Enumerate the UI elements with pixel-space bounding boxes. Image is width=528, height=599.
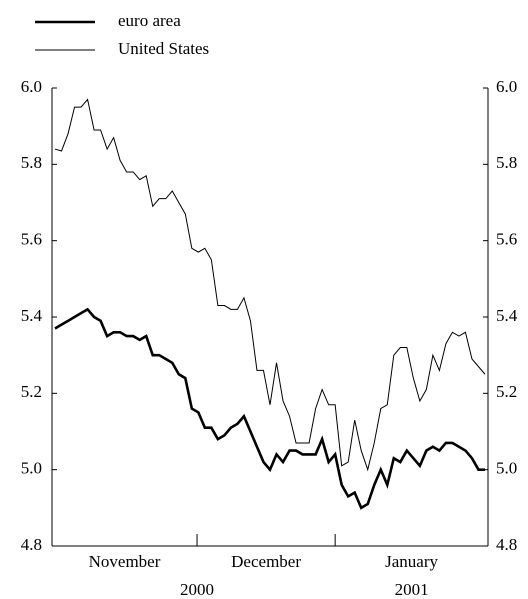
year-label: 2001 (395, 580, 429, 599)
y-tick-label: 5.8 (21, 153, 42, 172)
y-tick-label: 4.8 (21, 535, 42, 554)
y-tick-label: 5.2 (21, 382, 42, 401)
month-label: January (385, 552, 438, 571)
y2-tick-label: 5.8 (496, 153, 517, 172)
y2-tick-label: 5.4 (496, 306, 518, 325)
y2-tick-label: 4.8 (496, 535, 517, 554)
y-tick-label: 5.0 (21, 459, 42, 478)
y2-tick-label: 5.2 (496, 382, 517, 401)
year-label: 2000 (180, 580, 214, 599)
y-tick-label: 5.6 (21, 230, 42, 249)
legend-label: euro area (118, 11, 181, 30)
month-label: November (89, 552, 161, 571)
y-tick-label: 6.0 (21, 77, 42, 96)
y-tick-label: 5.4 (21, 306, 43, 325)
line-series (54, 307, 485, 510)
y2-tick-label: 5.6 (496, 230, 517, 249)
month-label: December (231, 552, 301, 571)
legend-label: United States (118, 39, 209, 58)
y2-tick-label: 5.0 (496, 459, 517, 478)
y2-tick-label: 6.0 (496, 77, 517, 96)
line-series (54, 98, 486, 472)
